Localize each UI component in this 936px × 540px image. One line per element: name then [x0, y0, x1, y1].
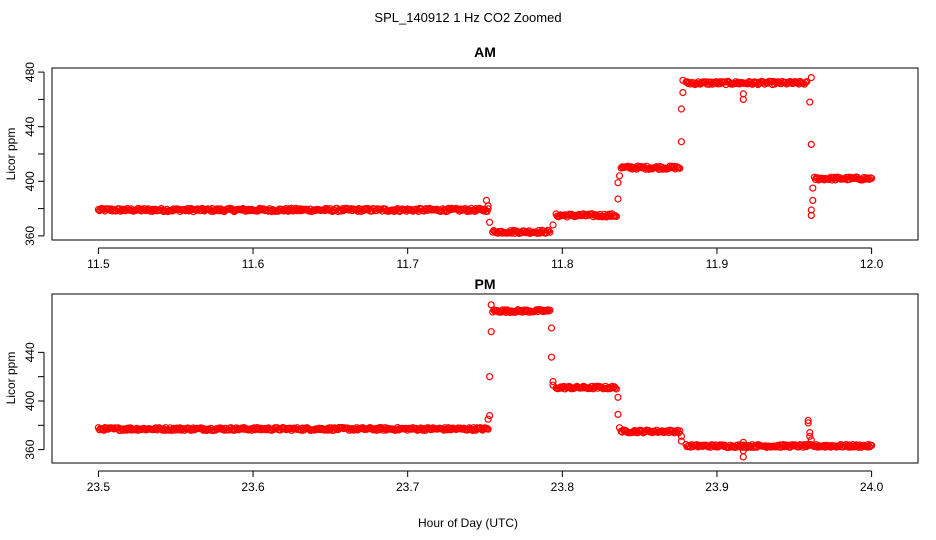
data-point-outlier — [677, 437, 686, 445]
data-point — [484, 425, 492, 433]
y-axis-label-pm: Licor ppm — [4, 352, 18, 405]
x-tick-label: 23.5 — [87, 480, 111, 494]
data-point-outlier — [486, 373, 494, 381]
y-tick-label: 480 — [23, 62, 37, 82]
data-point-outlier — [806, 429, 814, 437]
plot-frame-pm — [51, 293, 919, 464]
x-tick-label: 23.7 — [396, 480, 420, 494]
data-point-outlier — [484, 202, 492, 210]
data-point-outlier — [807, 140, 815, 148]
x-tick-label: 12.0 — [860, 257, 884, 271]
data-point-outlier — [677, 432, 686, 440]
data-point-outlier — [486, 412, 494, 420]
data-point-outlier — [806, 98, 814, 106]
data-point-outlier — [804, 416, 812, 424]
data-point-outlier — [615, 424, 624, 432]
axis-ticks-am: 11.5 11.6 11.7 11.8 11.9 12.0 360 400 440 480 — [23, 62, 884, 271]
data-point-outlier — [679, 76, 687, 84]
data-point — [484, 205, 492, 213]
data-point-outlier — [807, 73, 815, 82]
data-point-outlier — [549, 221, 557, 229]
data-point-outlier — [806, 432, 814, 440]
plot-frame-am — [51, 67, 919, 241]
data-point-outlier — [549, 377, 557, 386]
x-axis-label: Hour of Day (UTC) — [418, 516, 518, 530]
data-point-outlier — [804, 419, 812, 427]
data-point — [803, 78, 811, 86]
y-tick-label: 440 — [23, 116, 37, 136]
data-point — [612, 212, 621, 220]
data-point-outlier — [809, 196, 817, 204]
y-axis-label-am: Licor ppm — [4, 128, 18, 181]
data-point — [676, 164, 684, 172]
data-point-outlier — [677, 105, 686, 113]
data-point — [612, 385, 621, 393]
data-point-outlier — [547, 324, 556, 332]
data-point-outlier — [739, 90, 747, 98]
data-point-outlier — [677, 138, 686, 146]
panel-title-am: AM — [474, 44, 496, 60]
x-tick-label: 23.6 — [241, 480, 265, 494]
data-point — [480, 425, 488, 433]
data-point — [867, 174, 876, 182]
data-points-am — [94, 73, 876, 237]
figure-title: SPL_140912 1 Hz CO2 Zoomed — [374, 10, 561, 25]
data-point — [577, 212, 586, 220]
x-tick-label: 11.9 — [706, 257, 729, 271]
x-tick-label: 11.7 — [396, 257, 419, 271]
y-tick-label: 360 — [23, 439, 37, 459]
data-point-outlier — [809, 184, 817, 192]
data-point-outlier — [679, 88, 687, 97]
data-point-outlier — [487, 328, 495, 336]
data-point-outlier — [484, 415, 492, 423]
data-point-outlier — [807, 436, 815, 444]
x-tick-label: 24.0 — [860, 480, 884, 494]
data-point-outlier — [739, 453, 747, 461]
data-point — [545, 227, 553, 235]
data-point-outlier — [487, 301, 495, 309]
data-point-outlier — [549, 381, 557, 389]
data-point-outlier — [547, 353, 556, 361]
data-point-outlier — [739, 438, 747, 446]
data-point — [483, 424, 491, 432]
data-point-outlier — [614, 393, 622, 401]
x-tick-label: 11.8 — [551, 257, 574, 271]
data-point-outlier — [614, 195, 622, 203]
data-point — [546, 228, 554, 236]
data-point — [611, 384, 619, 392]
data-point-outlier — [614, 179, 622, 187]
panel-am: AM Licor ppm 11.5 11.6 11.7 11.8 11.9 12.0 360… — [4, 44, 919, 271]
data-points-pm — [94, 301, 876, 461]
x-tick-label: 23.8 — [551, 480, 575, 494]
data-point — [542, 307, 551, 315]
data-point-outlier — [807, 211, 815, 219]
panel-pm: PM Licor ppm 23.5 23.6 23.7 23.8 23.9 24.0 360… — [4, 276, 919, 494]
x-tick-label: 11.5 — [87, 257, 110, 271]
y-tick-label: 400 — [23, 171, 37, 191]
y-tick-label: 360 — [23, 226, 37, 246]
x-tick-label: 11.6 — [242, 257, 265, 271]
data-point — [546, 306, 554, 314]
x-tick-label: 23.9 — [705, 480, 729, 494]
data-point-outlier — [807, 206, 815, 214]
data-point-outlier — [615, 172, 624, 180]
panel-title-pm: PM — [475, 276, 496, 292]
data-point — [867, 441, 876, 449]
y-tick-label: 400 — [23, 391, 37, 411]
y-tick-label: 440 — [23, 342, 37, 362]
axis-ticks-pm: 23.5 23.6 23.7 23.8 23.9 24.0 360 400 440 — [23, 342, 884, 494]
data-point-outlier — [614, 410, 622, 418]
data-point-outlier — [486, 218, 494, 226]
